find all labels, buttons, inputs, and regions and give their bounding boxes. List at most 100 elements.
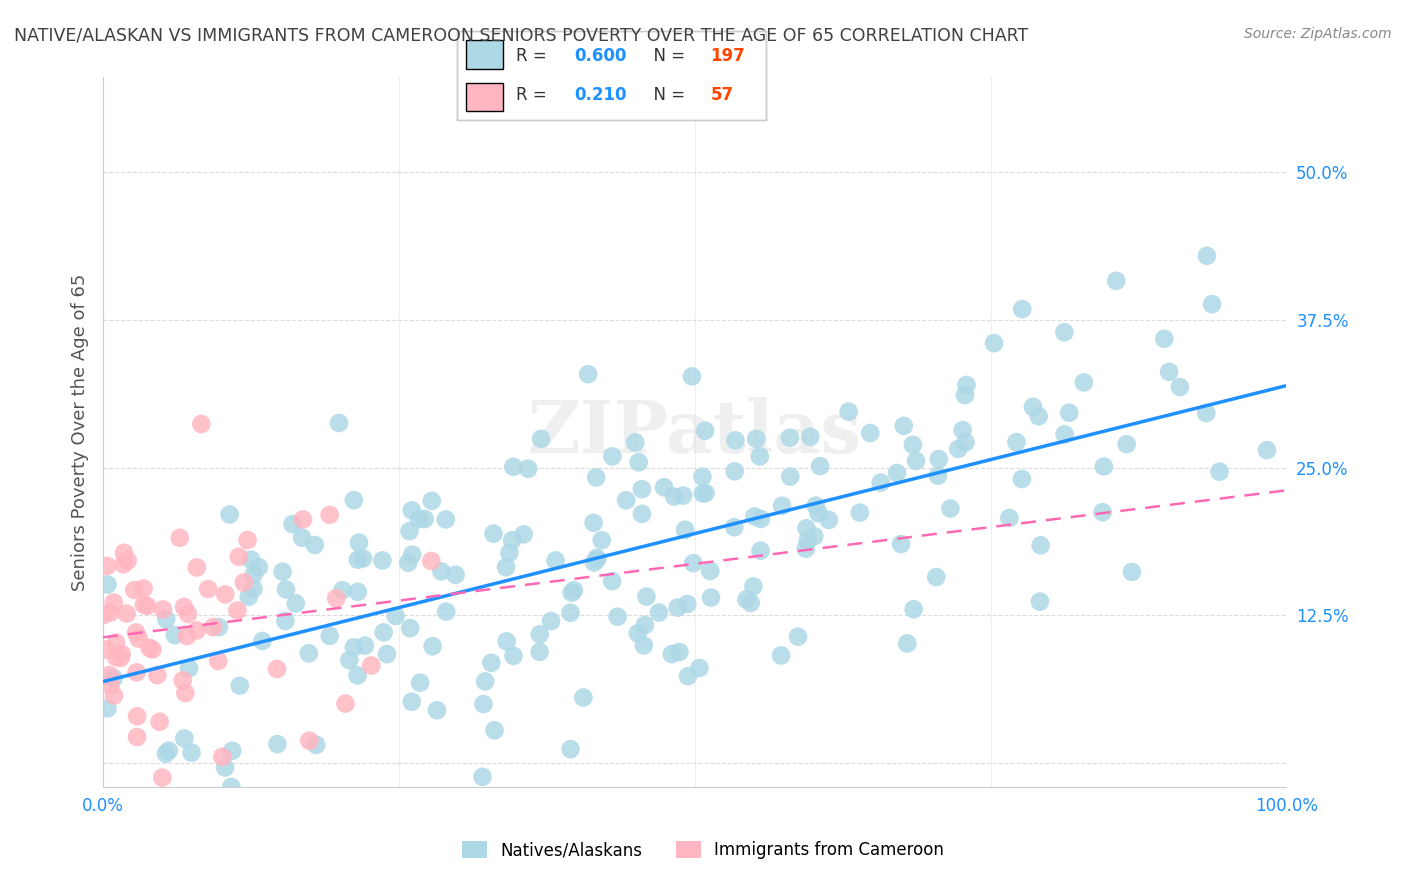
Point <box>585 470 607 484</box>
Point <box>163 628 186 642</box>
Point <box>399 621 422 635</box>
Point <box>572 690 595 705</box>
Text: R =: R = <box>516 47 551 65</box>
Point <box>221 744 243 758</box>
Point <box>540 614 562 628</box>
Text: NATIVE/ALASKAN VS IMMIGRANTS FROM CAMEROON SENIORS POVERTY OVER THE AGE OF 65 CO: NATIVE/ALASKAN VS IMMIGRANTS FROM CAMERO… <box>14 27 1028 45</box>
Point <box>401 503 423 517</box>
Point <box>207 654 229 668</box>
Point <box>474 674 496 689</box>
Point <box>591 533 613 548</box>
Point <box>103 671 125 685</box>
Point <box>98 668 121 682</box>
Point <box>901 438 924 452</box>
Point <box>242 582 264 596</box>
Point <box>749 512 772 526</box>
Point <box>197 582 219 596</box>
Text: 197: 197 <box>710 47 745 65</box>
Point <box>1168 380 1191 394</box>
Point <box>430 565 453 579</box>
Point <box>692 486 714 500</box>
Point <box>624 435 647 450</box>
Point <box>343 640 366 655</box>
Point <box>124 582 146 597</box>
Point <box>681 369 703 384</box>
Point <box>794 541 817 556</box>
Point <box>420 554 443 568</box>
Point <box>787 630 810 644</box>
Point <box>96 577 118 591</box>
Point <box>560 742 582 756</box>
Point <box>529 627 551 641</box>
Point <box>688 661 710 675</box>
Point <box>808 459 831 474</box>
Point <box>155 747 177 761</box>
Point <box>1153 332 1175 346</box>
Point <box>346 553 368 567</box>
Point <box>335 697 357 711</box>
Point <box>346 668 368 682</box>
Point <box>371 553 394 567</box>
Point <box>779 469 801 483</box>
Point <box>176 629 198 643</box>
Point <box>648 606 671 620</box>
Point <box>652 480 675 494</box>
Text: N =: N = <box>643 87 690 104</box>
Point <box>266 662 288 676</box>
Point <box>266 737 288 751</box>
Point <box>132 582 155 596</box>
Point <box>232 575 254 590</box>
Point <box>112 546 135 560</box>
Point <box>174 686 197 700</box>
Point <box>125 625 148 640</box>
Point <box>583 556 606 570</box>
Point <box>240 552 263 566</box>
Point <box>229 679 252 693</box>
Point <box>1053 326 1076 340</box>
Point <box>1057 406 1080 420</box>
Point <box>600 574 623 588</box>
Text: 57: 57 <box>710 87 734 104</box>
Point <box>127 709 149 723</box>
Point <box>422 639 444 653</box>
Text: ZIPatlas: ZIPatlas <box>527 397 862 467</box>
Point <box>562 583 585 598</box>
Point <box>247 560 270 574</box>
Point <box>1091 505 1114 519</box>
Point <box>869 475 891 490</box>
Point <box>291 531 314 545</box>
Point <box>352 551 374 566</box>
Point <box>444 567 467 582</box>
Point <box>662 490 685 504</box>
Point <box>804 499 827 513</box>
Point <box>375 647 398 661</box>
Point <box>186 624 208 638</box>
Point <box>328 416 350 430</box>
Point <box>859 425 882 440</box>
Point <box>408 512 430 526</box>
Point <box>214 760 236 774</box>
Point <box>886 466 908 480</box>
Point <box>291 512 314 526</box>
Point <box>125 665 148 680</box>
Point <box>896 636 918 650</box>
Point <box>744 509 766 524</box>
Point <box>749 543 772 558</box>
Point <box>699 564 721 578</box>
Point <box>105 650 128 665</box>
Point <box>98 606 121 620</box>
Point <box>136 599 159 613</box>
Point <box>298 646 321 660</box>
Point <box>343 493 366 508</box>
Point <box>214 587 236 601</box>
Point <box>1092 459 1115 474</box>
Point <box>633 639 655 653</box>
Point <box>354 639 377 653</box>
Point <box>890 537 912 551</box>
Point <box>1159 365 1181 379</box>
Point <box>125 730 148 744</box>
Point <box>96 701 118 715</box>
Text: R =: R = <box>516 87 551 104</box>
Point <box>1201 297 1223 311</box>
Point <box>796 533 818 548</box>
